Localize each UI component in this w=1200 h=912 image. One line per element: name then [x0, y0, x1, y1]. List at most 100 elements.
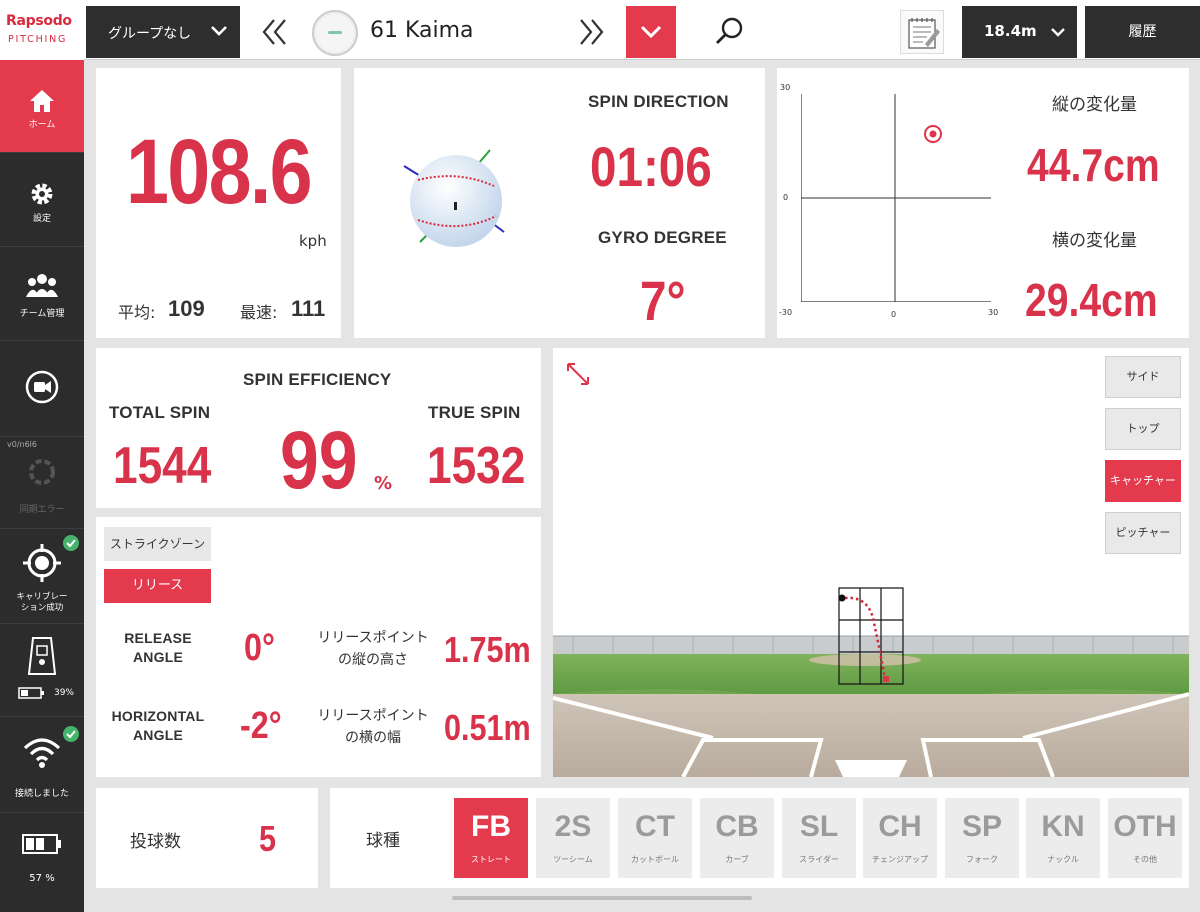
view-top-button[interactable]: トップ — [1105, 408, 1181, 450]
spin-direction-label: SPIN DIRECTION — [588, 92, 729, 111]
sidebar-item-home[interactable]: ホーム — [0, 60, 84, 153]
home-icon — [30, 90, 54, 112]
pitch-type-code: SL — [799, 810, 839, 843]
distance-value: 18.4m — [984, 22, 1037, 40]
pitch-type-ch[interactable]: CH チェンジアップ — [863, 798, 937, 878]
horizontal-break-label: 横の変化量 — [1052, 231, 1137, 251]
group-select[interactable]: グループなし — [86, 6, 240, 58]
tab-strike-zone[interactable]: ストライクゾーン — [104, 527, 211, 561]
distance-select[interactable]: 18.4m — [962, 6, 1077, 58]
history-button[interactable]: 履歴 — [1085, 6, 1200, 58]
logo-product: PITCHING — [8, 34, 68, 45]
view-side-button[interactable]: サイド — [1105, 356, 1181, 398]
pitch-type-name: ストレート — [471, 855, 511, 864]
sidebar-item-label: 設定 — [32, 214, 51, 224]
sidebar-item-device[interactable]: 39% — [0, 624, 84, 717]
pitch-type-kn[interactable]: KN ナックル — [1026, 798, 1100, 878]
view-pitcher-button[interactable]: ピッチャー — [1105, 512, 1181, 554]
notepad-icon — [908, 18, 940, 49]
pitch-movement-marker — [924, 125, 942, 143]
pitch-type-cb[interactable]: CB カーブ — [700, 798, 774, 878]
sidebar-item-connection[interactable]: 接続しました — [0, 717, 84, 813]
chevron-down-icon — [211, 26, 227, 36]
sidebar: ホーム 設定 チーム管理 v0/n6l6 同期エラー — [0, 60, 84, 912]
sidebar-item-calibration[interactable]: キャリブレー ション成功 — [0, 529, 84, 624]
movement-chart — [801, 94, 991, 302]
release-height-value: 1.75m — [444, 629, 531, 670]
pitch-type-sl[interactable]: SL スライダー — [782, 798, 856, 878]
pitch-count-value: 5 — [259, 818, 277, 859]
view-catcher-button[interactable]: キャッチャー — [1105, 460, 1181, 502]
speed-unit: kph — [299, 232, 327, 250]
connection-label: 接続しました — [14, 789, 69, 799]
release-width-value: 0.51m — [444, 707, 531, 748]
battery-icon — [22, 834, 61, 854]
pitch-type-label: 球種 — [366, 831, 400, 851]
pitch-type-fb[interactable]: FB ストレート — [454, 798, 528, 878]
average-speed-value: 109 — [168, 296, 205, 321]
expand-icon[interactable] — [565, 361, 591, 387]
baseball-field-scene — [553, 587, 1189, 777]
pitch-type-name: チェンジアップ — [872, 855, 928, 864]
search-icon[interactable] — [712, 14, 746, 48]
check-icon — [63, 726, 79, 742]
pitch-type-name: その他 — [1133, 855, 1157, 864]
wifi-icon — [23, 738, 61, 768]
max-speed-label: 最速: — [240, 303, 278, 322]
device-battery-percent: 39% — [53, 688, 74, 698]
chevron-down-icon — [1051, 28, 1065, 37]
logo-brand: Rapsodo — [6, 13, 72, 29]
ipad-battery-percent: 57 % — [29, 873, 55, 884]
video-camera-icon — [25, 370, 59, 404]
previous-pitcher-button[interactable] — [258, 16, 290, 48]
pitcher-name: 61 Kaima — [370, 18, 474, 43]
pitch-count-label: 投球数 — [130, 832, 181, 852]
pitch-count-panel: 投球数 5 — [96, 788, 318, 888]
sidebar-item-battery: 57 % — [0, 813, 84, 912]
chevron-down-icon — [640, 25, 662, 39]
axis-label-bottom-left: -30 — [779, 308, 793, 317]
tab-release[interactable]: リリース — [104, 569, 211, 603]
speed-value: 108.6 — [125, 121, 313, 223]
pitch-type-name: カットボール — [631, 855, 679, 864]
axis-label-mid-y: 0 — [783, 193, 789, 202]
sidebar-item-team[interactable]: チーム管理 — [0, 247, 84, 341]
movement-panel: 30 0 -30 0 30 縦の変化量 44.7cm 横の変化量 29.4cm — [777, 68, 1189, 338]
gyro-degree-value: 7° — [640, 269, 686, 332]
pitch-type-name: ナックル — [1047, 855, 1079, 864]
pitch-type-code: KN — [1041, 810, 1085, 843]
calibration-label: キャリブレー ション成功 — [16, 592, 68, 613]
pitch-type-sp[interactable]: SP フォーク — [945, 798, 1019, 878]
rapsodo-logo: Rapsodo PITCHING — [0, 0, 84, 60]
axis-label-right: 30 — [988, 308, 999, 317]
pitch-type-ct[interactable]: CT カットボール — [618, 798, 692, 878]
version-text: v0/n6l6 — [7, 440, 37, 449]
pitch-type-code: CB — [715, 810, 759, 843]
horizontal-angle-label: HORIZONTAL ANGLE — [111, 708, 205, 743]
home-indicator — [452, 896, 752, 900]
vertical-break-value: 44.7cm — [1027, 139, 1160, 191]
pitch-type-2s[interactable]: 2S ツーシーム — [536, 798, 610, 878]
pitcher-dropdown-button[interactable] — [626, 6, 676, 58]
spin-efficiency-label: SPIN EFFICIENCY — [243, 370, 392, 389]
release-angle-value: 0° — [244, 627, 275, 669]
sync-error-label: 同期エラー — [19, 505, 65, 515]
axis-label-mid-x: 0 — [891, 310, 897, 319]
pitch-type-code: FB — [471, 810, 511, 843]
next-pitcher-button[interactable] — [576, 16, 608, 48]
sidebar-item-settings[interactable]: 設定 — [0, 153, 84, 247]
true-spin-value: 1532 — [427, 437, 526, 495]
pitch-type-code: CH — [878, 810, 922, 843]
rapsodo-device-icon — [27, 637, 57, 675]
pitch-type-oth[interactable]: OTH その他 — [1108, 798, 1182, 878]
spin-efficiency-panel: SPIN EFFICIENCY TOTAL SPIN 1544 99 % TRU… — [96, 348, 541, 508]
sidebar-item-camera[interactable] — [0, 341, 84, 437]
sidebar-item-sync[interactable]: v0/n6l6 同期エラー — [0, 437, 84, 529]
battery-icon — [18, 687, 44, 699]
max-speed-value: 111 — [291, 296, 326, 321]
gyro-degree-label: GYRO DEGREE — [598, 228, 727, 247]
horizontal-angle-value: -2° — [240, 705, 282, 747]
axis-label-top: 30 — [780, 83, 791, 92]
pitch-type-name: カーブ — [725, 855, 749, 864]
notes-button[interactable] — [900, 10, 944, 54]
